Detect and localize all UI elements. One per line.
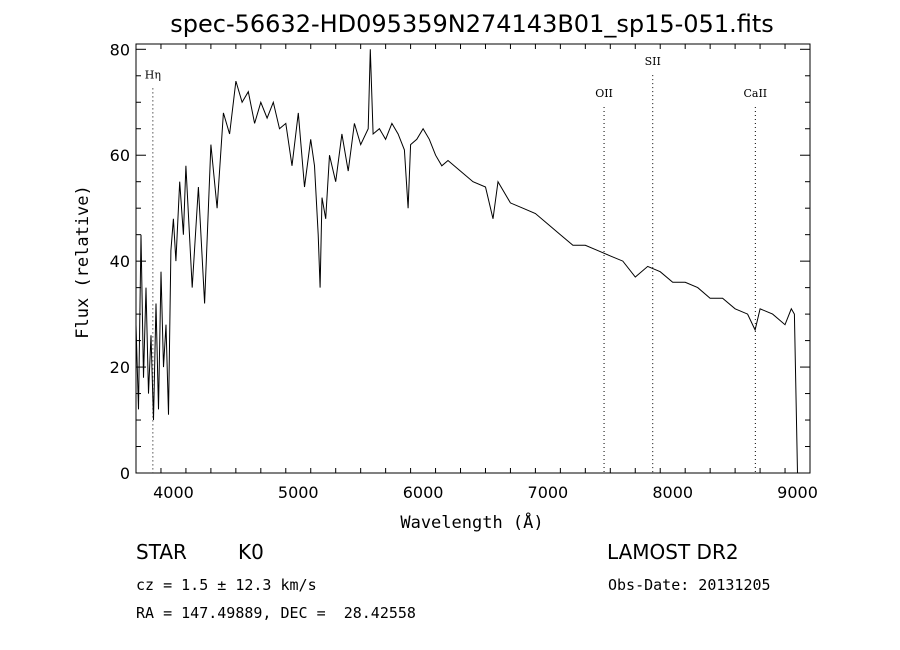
x-tick-label: 6000: [403, 483, 444, 502]
survey-name: LAMOST DR2: [607, 540, 739, 564]
object-class: STAR: [136, 540, 187, 564]
plot-area: 4000 5000 6000 7000 8000 9000 0 20 40 60 80 Hη OII SI…: [110, 40, 818, 502]
line-marker-label: SII: [645, 55, 661, 68]
plot-frame: [135, 43, 811, 474]
x-tick-label: 9000: [777, 483, 818, 502]
chart-title: spec-56632-HD095359N274143B01_sp15-051.f…: [170, 10, 774, 38]
coordinates-text: RA = 147.49889, DEC = 28.42558: [136, 604, 416, 622]
y-axis-label: Flux (relative): [73, 185, 93, 339]
y-tick-label: 60: [110, 146, 130, 165]
line-marker-label: CaII: [743, 87, 767, 100]
x-tick-label: 7000: [528, 483, 569, 502]
y-tick-label: 0: [120, 464, 130, 483]
x-axis-label: Wavelength (Å): [400, 511, 543, 533]
x-tick-label: 5000: [278, 483, 319, 502]
x-tick-label: 4000: [153, 483, 194, 502]
line-marker-label: Hη: [145, 68, 161, 81]
spectral-subclass: K0: [238, 540, 264, 564]
y-tick-label: 20: [110, 358, 130, 377]
obs-date-text: Obs-Date: 20131205: [608, 576, 771, 594]
x-tick-label: 8000: [652, 483, 693, 502]
y-tick-label: 80: [110, 40, 130, 59]
spectrum-line: [135, 49, 798, 474]
y-tick-label: 40: [110, 252, 130, 271]
line-marker-label: OII: [595, 87, 613, 100]
redshift-text: cz = 1.5 ± 12.3 km/s: [136, 576, 317, 594]
